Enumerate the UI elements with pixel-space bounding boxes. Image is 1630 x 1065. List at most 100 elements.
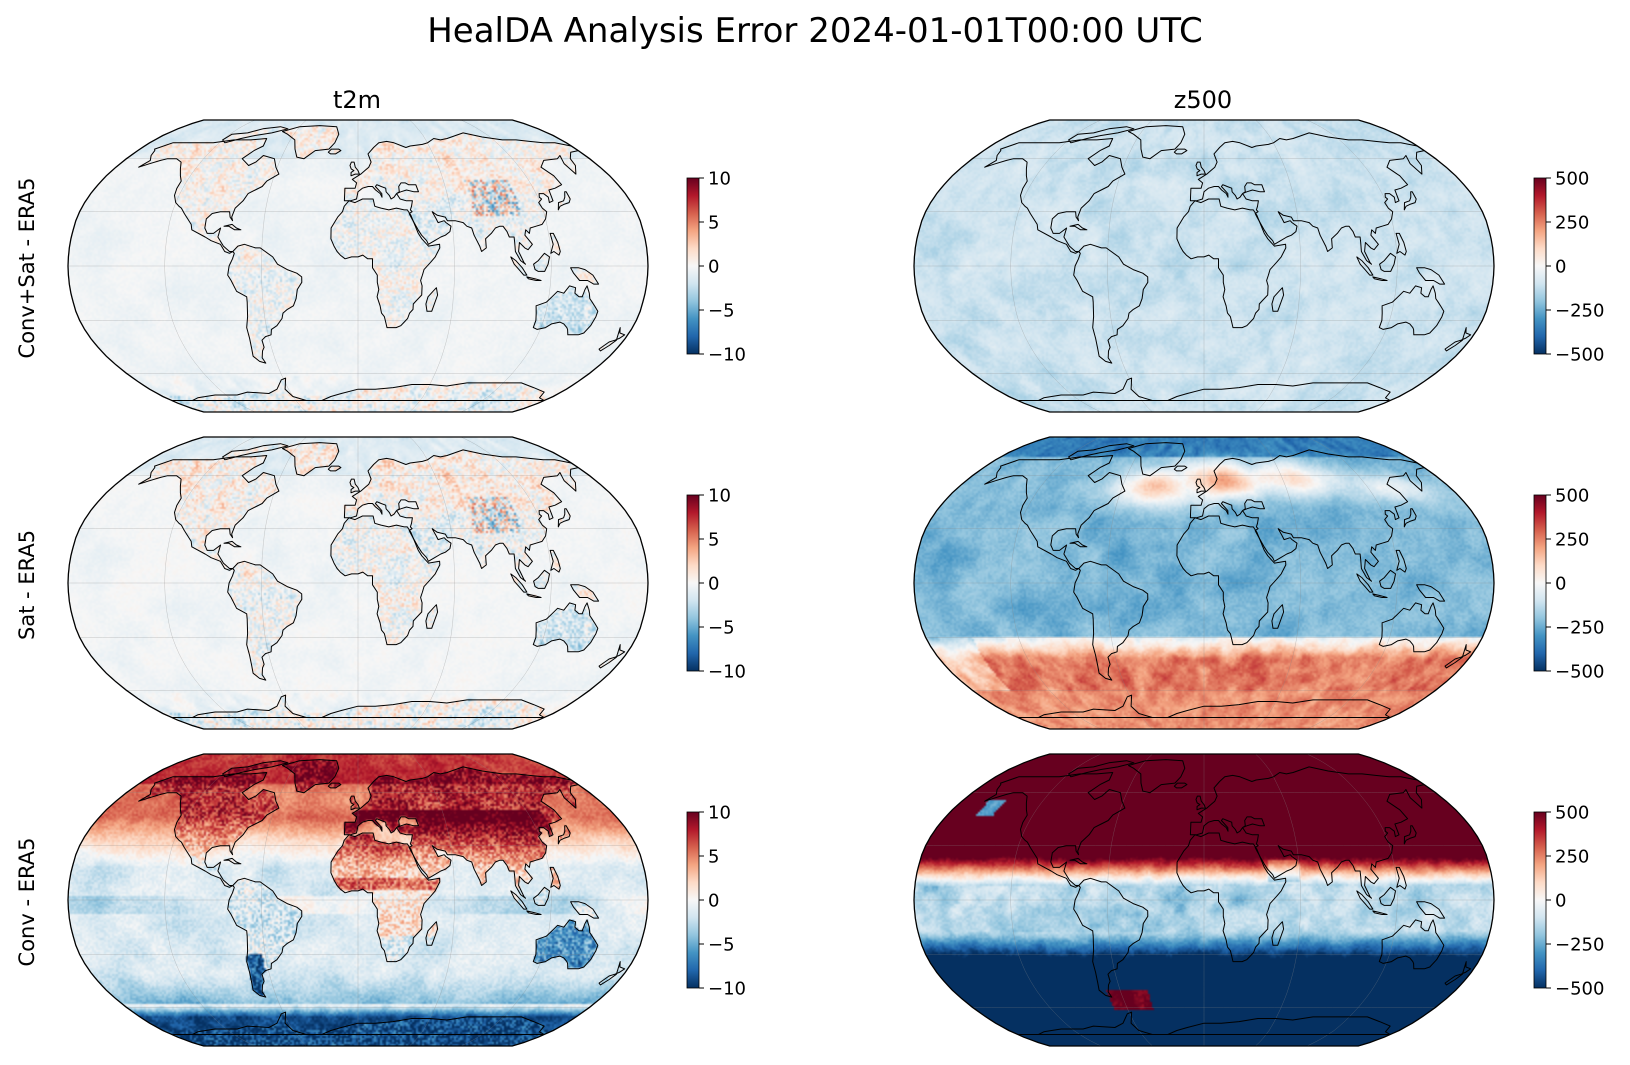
coastline (171, 377, 545, 401)
coastline (327, 465, 342, 472)
coastline (1069, 857, 1088, 865)
meridian-line (1107, 437, 1153, 729)
meridian-line (1107, 120, 1153, 412)
row-label-sat: Sat - ERA5 (15, 530, 39, 640)
coastline (526, 910, 542, 915)
colorbar-tick-label: 250 (1555, 213, 1589, 234)
coastline (349, 478, 360, 494)
colorbar-tick-label: 0 (1555, 891, 1566, 912)
map-outline (913, 119, 1495, 413)
column-title-t2m: t2m (333, 86, 381, 114)
coastline (425, 604, 439, 629)
meridian-line (164, 437, 256, 729)
heatmap-z500-conv-sat-era5 (914, 120, 1494, 412)
coastlines (984, 442, 1472, 718)
coastline (557, 191, 571, 211)
colorbar-tick-label: −5 (708, 618, 735, 639)
coastline (549, 232, 561, 256)
coastline (532, 602, 599, 653)
colorbar-tick-label: 5 (708, 213, 719, 234)
coastline (349, 795, 360, 811)
coastline (1189, 132, 1425, 265)
coastline (138, 455, 280, 571)
coastline (1069, 223, 1088, 231)
meridian-line (409, 437, 455, 729)
map-outline (67, 119, 649, 413)
coastline (138, 772, 280, 888)
colorbar-tick-label: −10 (708, 345, 746, 366)
coastline (1271, 287, 1285, 312)
coastline (425, 287, 439, 312)
meridian-line (261, 437, 307, 729)
coastline (1195, 478, 1206, 494)
map-panels: 1050−5−105002500−250−5001050−5−105002500… (67, 119, 1604, 1047)
coastline (1073, 243, 1149, 364)
coastline (532, 919, 599, 970)
coastline (1189, 449, 1425, 582)
coastline (1069, 540, 1088, 548)
colorbar-tick-label: −10 (708, 662, 746, 683)
coastline (1195, 161, 1206, 177)
coastlines (138, 442, 626, 718)
coastline (171, 1011, 545, 1035)
colorbar-z500-conv-sat-era5: 500 250 0 −250 −500 (1533, 169, 1604, 366)
coastline (327, 782, 342, 789)
colorbar-z500-sat-era5: 500 250 0 −250 −500 (1533, 486, 1604, 683)
colorbar-gradient (1533, 811, 1547, 989)
coastline (330, 832, 441, 963)
coastline (1017, 1011, 1391, 1035)
coastline (343, 449, 579, 582)
coastline (533, 252, 550, 272)
meridian-line (409, 754, 455, 1046)
colorbar-gradient (1533, 177, 1547, 355)
meridian-line (1255, 754, 1301, 1046)
coastline (984, 455, 1126, 571)
coastline (557, 825, 571, 845)
figure-title: HealDA Analysis Error 2024-01-01T00:00 U… (427, 11, 1203, 51)
colorbar-tick-label: −500 (1555, 345, 1604, 366)
colorbar-t2m-sat-era5: 10 5 0 −5 −10 (686, 486, 746, 683)
coastline (1176, 198, 1287, 329)
coastline (1395, 866, 1407, 890)
coastline (227, 877, 303, 998)
colorbar-tick-label: 10 (708, 803, 731, 824)
colorbar-tick-label: 250 (1555, 847, 1589, 868)
coastline (1176, 515, 1287, 646)
meridian-line (460, 120, 552, 412)
coastline (570, 901, 600, 919)
graticule (914, 754, 1494, 1046)
coastline (223, 223, 242, 231)
map-outline (67, 753, 649, 1047)
coastline (343, 132, 579, 265)
colorbar-tick-label: 0 (1555, 574, 1566, 595)
coastline (1372, 910, 1388, 915)
coastline (1395, 232, 1407, 256)
coastline (1403, 825, 1417, 845)
coastline (227, 243, 303, 364)
coastline (282, 125, 340, 160)
colorbar-tick-label: −250 (1555, 935, 1604, 956)
coastline (510, 573, 528, 593)
map-panel-t2m-conv-era5: 10 5 0 −5 −10 (67, 753, 746, 1047)
row-label-conv-sat: Conv+Sat - ERA5 (15, 178, 39, 359)
coastline (1403, 191, 1417, 211)
coastline (1173, 782, 1188, 789)
colorbar-t2m-conv-sat-era5: 10 5 0 −5 −10 (686, 169, 746, 366)
map-panel-t2m-conv-sat-era5: 10 5 0 −5 −10 (67, 119, 746, 413)
colorbar-t2m-conv-era5: 10 5 0 −5 −10 (686, 803, 746, 1000)
meridian-line (1107, 754, 1153, 1046)
coastline (1189, 766, 1425, 899)
coastline (1068, 126, 1135, 144)
coastline (557, 508, 571, 528)
meridian-line (1306, 437, 1398, 729)
colorbar-gradient (686, 494, 700, 672)
coastlines (984, 125, 1472, 401)
colorbar-z500-conv-era5: 500 250 0 −250 −500 (1533, 803, 1604, 1000)
colorbar-gradient (1533, 494, 1547, 672)
coastline (327, 148, 342, 155)
coastline (1379, 886, 1396, 906)
graticule (68, 437, 648, 729)
heatmap-z500-sat-era5 (914, 437, 1494, 729)
coastline (222, 126, 289, 144)
